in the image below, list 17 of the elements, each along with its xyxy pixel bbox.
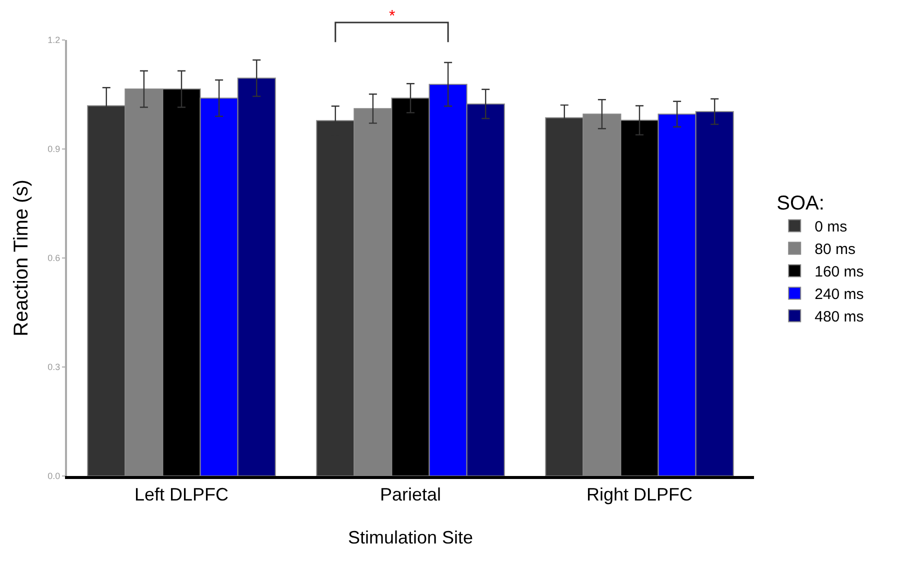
legend-title: SOA: [776, 192, 824, 214]
y-tick-label: 0.3 [48, 362, 60, 372]
x-tick-label: Left DLPFC [134, 484, 229, 505]
legend-label: 0 ms [814, 218, 848, 236]
y-axis-title: Reaction Time (s) [10, 180, 33, 336]
y-tick-label: 0.0 [48, 471, 60, 482]
x-tick-label: Parietal [380, 484, 442, 505]
legend-label: 480 ms [814, 308, 864, 326]
legend-label: 80 ms [814, 241, 856, 258]
y-tick-label: 0.9 [48, 144, 60, 154]
y-tick-label: 0.6 [48, 253, 60, 264]
x-axis-title: Stimulation Site [348, 528, 474, 548]
text: * [389, 8, 396, 25]
legend-label: 240 ms [814, 286, 864, 304]
y-tick-label: 1.2 [48, 35, 60, 46]
legend-label: 160 ms [814, 264, 864, 281]
x-tick-label: Right DLPFC [586, 484, 693, 505]
